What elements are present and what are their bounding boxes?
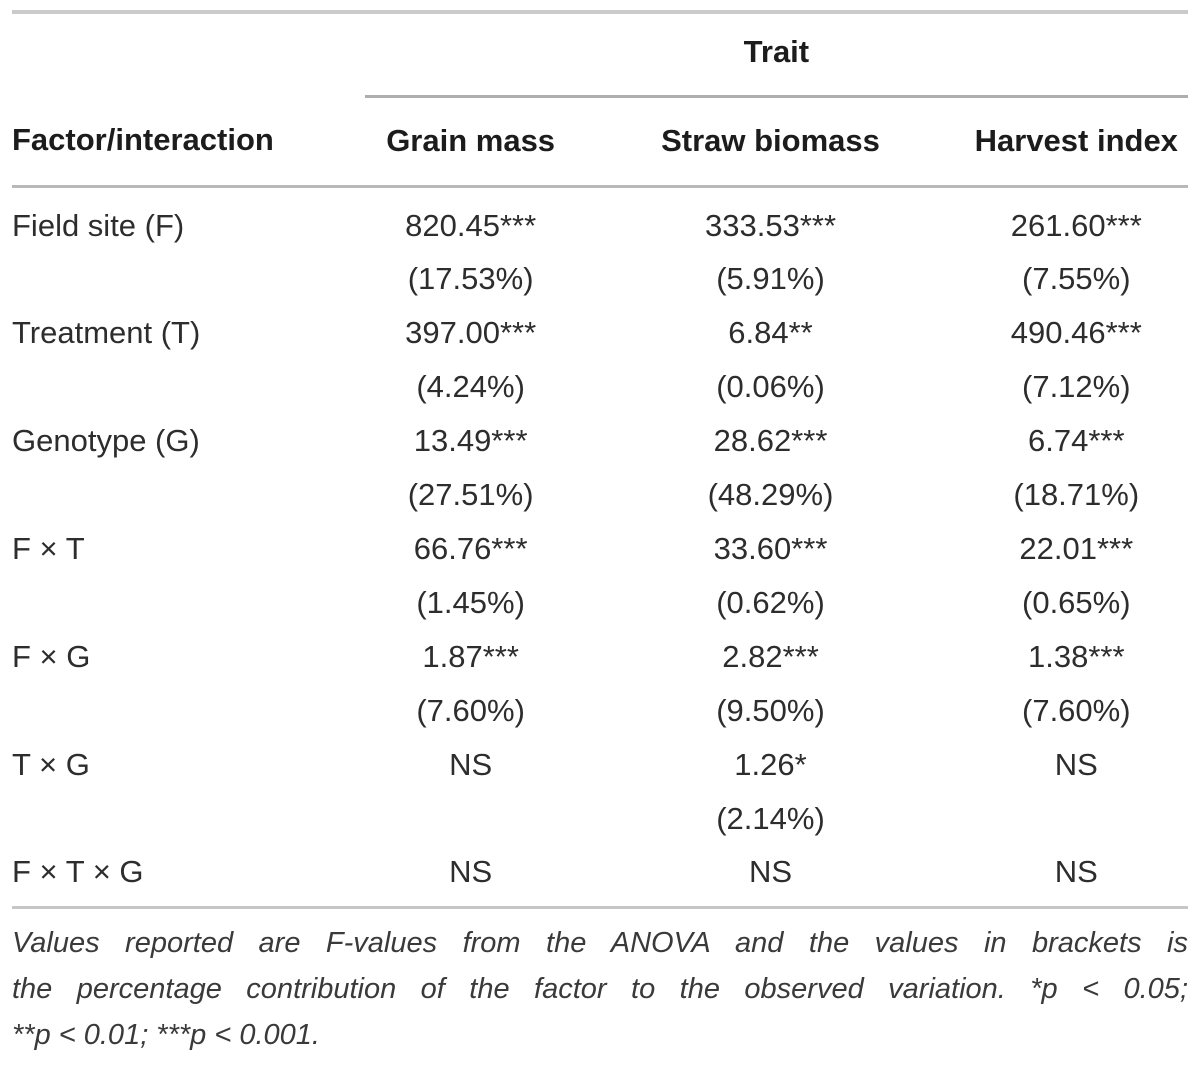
table-row-percentages: (17.53%) (5.91%) (7.55%) [12,252,1188,306]
column-header-harvest-index: Harvest index [964,96,1188,188]
f-value-cell: NS [449,747,493,782]
table-row-percentages: (7.60%) (9.50%) (7.60%) [12,684,1188,738]
factor-label: Field site (F) [12,207,185,243]
factor-label: T × G [12,747,90,782]
f-value-cell: 397.00*** [405,315,537,350]
f-value-cell: NS [748,854,793,890]
percent-cell: (17.53%) [407,261,534,296]
percent-cell: (4.24%) [416,369,525,404]
f-value-cell: 66.76*** [413,531,528,566]
percent-cell: (7.12%) [1022,369,1131,404]
percent-cell: (27.51%) [407,477,534,512]
table-row-fvalues: F × T × G NS NS NS [12,846,1188,907]
footnote-line-2: the percentage contribution of the facto… [12,972,1188,1005]
f-value-cell: 28.62*** [713,423,828,458]
factor-label: F × T × G [12,854,144,890]
trait-spanner-label: Trait [364,12,1188,98]
factor-label: Treatment (T) [12,315,201,350]
anova-table: Trait Factor/interaction Grain mass Stra… [12,10,1188,909]
factor-label-empty [12,468,365,522]
footnote-line-3: **p < 0.01; ***p < 0.001. [12,1018,320,1051]
anova-table-body: Field site (F) 820.45*** 333.53*** 261.60**… [12,186,1188,907]
percent-cell: (2.14%) [716,801,825,836]
factor-label: Genotype (G) [12,423,200,458]
factor-label-empty [12,684,365,738]
factor-label-empty [12,576,365,630]
factor-label: F × T [12,531,85,566]
table-row-fvalues: Field site (F) 820.45*** 333.53*** 261.60**… [12,186,1188,252]
table-row-percentages: (4.24%) (0.06%) (7.12%) [12,360,1188,414]
table-row-fvalues: Genotype (G) 13.49*** 28.62*** 6.74*** [12,414,1188,468]
percent-cell: (7.55%) [1022,261,1131,296]
f-value-cell: NS [1054,747,1098,782]
trait-spanner-row: Trait [12,12,1188,98]
percent-cell [365,792,577,846]
spanner-spacer-cell [12,12,365,96]
table-row-percentages: (27.51%) (48.29%) (18.71%) [12,468,1188,522]
f-value-cell: 820.45*** [405,207,537,243]
column-header-factor-interaction: Factor/interaction [12,96,365,188]
percent-cell: (48.29%) [707,477,834,512]
f-value-cell: 333.53*** [705,207,837,243]
percent-cell: (9.50%) [716,693,825,728]
column-header-row: Factor/interaction Grain mass Straw biom… [12,96,1188,188]
table-row-percentages: (2.14%) [12,792,1188,846]
column-header-grain-mass: Grain mass [364,96,577,188]
f-value-cell: 33.60*** [713,531,828,566]
table-row-fvalues: Treatment (T) 397.00*** 6.84** 490.46*** [12,306,1188,360]
percent-cell: (7.60%) [1022,693,1131,728]
factor-label: F × G [12,639,91,674]
factor-label-empty [12,792,365,846]
percent-cell: (0.65%) [1022,585,1131,620]
percent-cell: (0.62%) [716,585,825,620]
table-footnote: Values reported are F-values from the AN… [12,920,1188,1058]
percent-cell: (7.60%) [416,693,525,728]
factor-label-empty [12,252,365,306]
table-row-fvalues: T × G NS 1.26* NS [12,738,1188,792]
f-value-cell: 6.84** [728,315,813,350]
percent-cell: (18.71%) [1013,477,1140,512]
f-value-cell: 13.49*** [413,423,528,458]
table-row-fvalues: F × T 66.76*** 33.60*** 22.01*** [12,522,1188,576]
table-row-fvalues: F × G 1.87*** 2.82*** 1.38*** [12,630,1188,684]
f-value-cell: 1.87*** [422,639,519,674]
f-value-cell: 1.26* [734,747,807,782]
percent-cell: (1.45%) [416,585,525,620]
f-value-cell: 6.74*** [1028,423,1125,458]
table-row-percentages: (1.45%) (0.62%) (0.65%) [12,576,1188,630]
factor-label-empty [12,360,365,414]
percent-cell: (0.06%) [716,369,825,404]
f-value-cell: 261.60*** [1010,207,1142,243]
column-header-straw-biomass: Straw biomass [576,96,965,188]
f-value-cell: NS [449,854,493,890]
percent-cell [965,792,1188,846]
f-value-cell: 490.46*** [1010,315,1142,350]
f-value-cell: 2.82*** [722,639,819,674]
percent-cell: (5.91%) [716,261,825,296]
f-value-cell: 22.01*** [1019,531,1134,566]
f-value-cell: 1.38*** [1028,639,1125,674]
anova-table-figure: Trait Factor/interaction Grain mass Stra… [12,10,1188,1058]
footnote-line-1: Values reported are F-values from the AN… [12,926,1188,959]
f-value-cell: NS [1054,854,1098,890]
